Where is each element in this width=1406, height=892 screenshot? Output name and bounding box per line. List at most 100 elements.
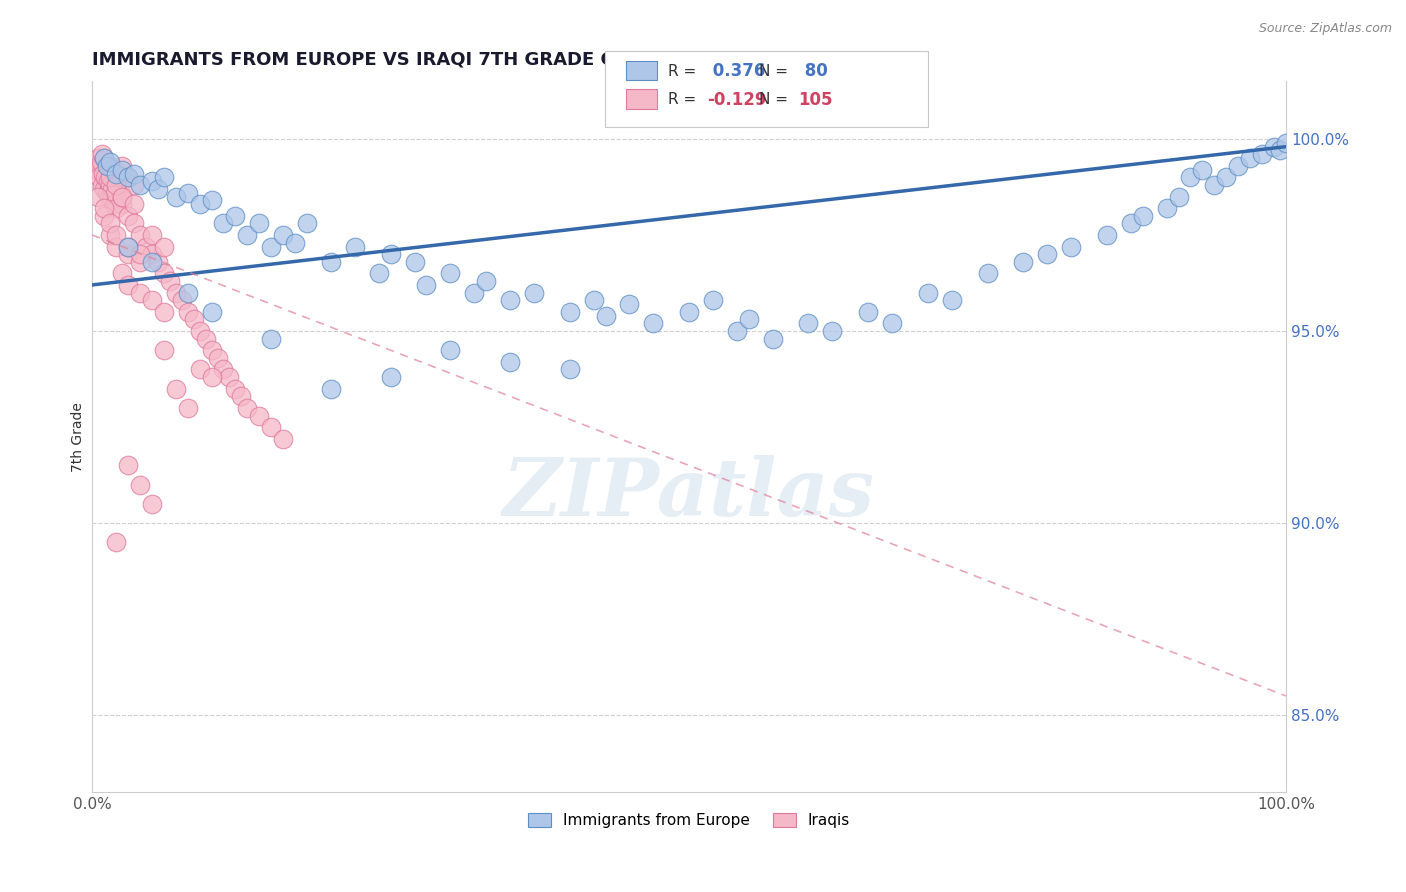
- Point: [96, 167, 118, 181]
- Point: [129, 477, 152, 491]
- Point: [90, 155, 112, 169]
- Point: [218, 370, 240, 384]
- Point: [917, 285, 939, 300]
- Point: [1119, 217, 1142, 231]
- Point: [117, 239, 139, 253]
- Point: [976, 267, 998, 281]
- Point: [129, 247, 152, 261]
- Point: [105, 239, 128, 253]
- Point: [105, 162, 128, 177]
- Point: [319, 255, 342, 269]
- Point: [103, 197, 125, 211]
- Point: [475, 274, 498, 288]
- Point: [98, 155, 121, 169]
- Point: [188, 324, 211, 338]
- Point: [90, 162, 112, 177]
- Point: [93, 201, 115, 215]
- Point: [1268, 144, 1291, 158]
- Point: [200, 194, 222, 208]
- Point: [101, 182, 124, 196]
- Point: [165, 382, 187, 396]
- Point: [188, 197, 211, 211]
- Point: [1275, 136, 1298, 150]
- Point: [165, 189, 187, 203]
- Text: R =: R =: [668, 64, 702, 78]
- Point: [93, 170, 115, 185]
- Point: [1263, 139, 1285, 153]
- Point: [105, 167, 128, 181]
- Point: [797, 316, 820, 330]
- Point: [319, 382, 342, 396]
- Point: [295, 217, 318, 231]
- Point: [117, 170, 139, 185]
- Point: [146, 255, 169, 269]
- Point: [194, 332, 217, 346]
- Point: [111, 197, 134, 211]
- Point: [343, 239, 366, 253]
- Point: [159, 274, 181, 288]
- Point: [87, 189, 110, 203]
- Point: [439, 343, 461, 358]
- Point: [1227, 159, 1250, 173]
- Point: [100, 194, 122, 208]
- Point: [97, 162, 120, 177]
- Point: [367, 267, 389, 281]
- Point: [941, 293, 963, 308]
- Point: [122, 167, 145, 181]
- Point: [153, 239, 176, 253]
- Point: [1180, 170, 1202, 185]
- Point: [284, 235, 307, 250]
- Point: [135, 239, 157, 253]
- Point: [176, 305, 198, 319]
- Point: [98, 159, 121, 173]
- Point: [141, 255, 163, 269]
- Point: [100, 170, 122, 185]
- Point: [247, 409, 270, 423]
- Point: [1036, 247, 1059, 261]
- Point: [1215, 170, 1237, 185]
- Point: [94, 170, 117, 185]
- Point: [91, 155, 114, 169]
- Point: [101, 182, 124, 196]
- Point: [224, 382, 246, 396]
- Point: [880, 316, 903, 330]
- Text: 80: 80: [799, 62, 827, 80]
- Point: [619, 297, 641, 311]
- Point: [96, 159, 118, 173]
- Point: [170, 293, 193, 308]
- Point: [439, 267, 461, 281]
- Point: [129, 227, 152, 242]
- Point: [1239, 151, 1261, 165]
- Point: [105, 201, 128, 215]
- Point: [404, 255, 426, 269]
- Point: [499, 355, 522, 369]
- Point: [98, 170, 121, 185]
- Point: [224, 209, 246, 223]
- Point: [678, 305, 700, 319]
- Point: [231, 389, 253, 403]
- Point: [1191, 162, 1213, 177]
- Point: [93, 182, 115, 196]
- Point: [97, 174, 120, 188]
- Point: [110, 186, 132, 200]
- Point: [117, 458, 139, 473]
- Point: [247, 217, 270, 231]
- Point: [856, 305, 879, 319]
- Point: [96, 186, 118, 200]
- Point: [98, 178, 121, 192]
- Text: 105: 105: [799, 91, 834, 109]
- Point: [582, 293, 605, 308]
- Point: [523, 285, 546, 300]
- Point: [207, 351, 229, 365]
- Point: [111, 162, 134, 177]
- Point: [558, 305, 581, 319]
- Text: -0.129: -0.129: [707, 91, 766, 109]
- Point: [153, 170, 176, 185]
- Point: [141, 293, 163, 308]
- Point: [87, 162, 110, 177]
- Point: [212, 217, 235, 231]
- Text: ZIPatlas: ZIPatlas: [503, 455, 875, 533]
- Point: [1012, 255, 1035, 269]
- Text: IMMIGRANTS FROM EUROPE VS IRAQI 7TH GRADE CORRELATION CHART: IMMIGRANTS FROM EUROPE VS IRAQI 7TH GRAD…: [93, 51, 815, 69]
- Point: [762, 332, 785, 346]
